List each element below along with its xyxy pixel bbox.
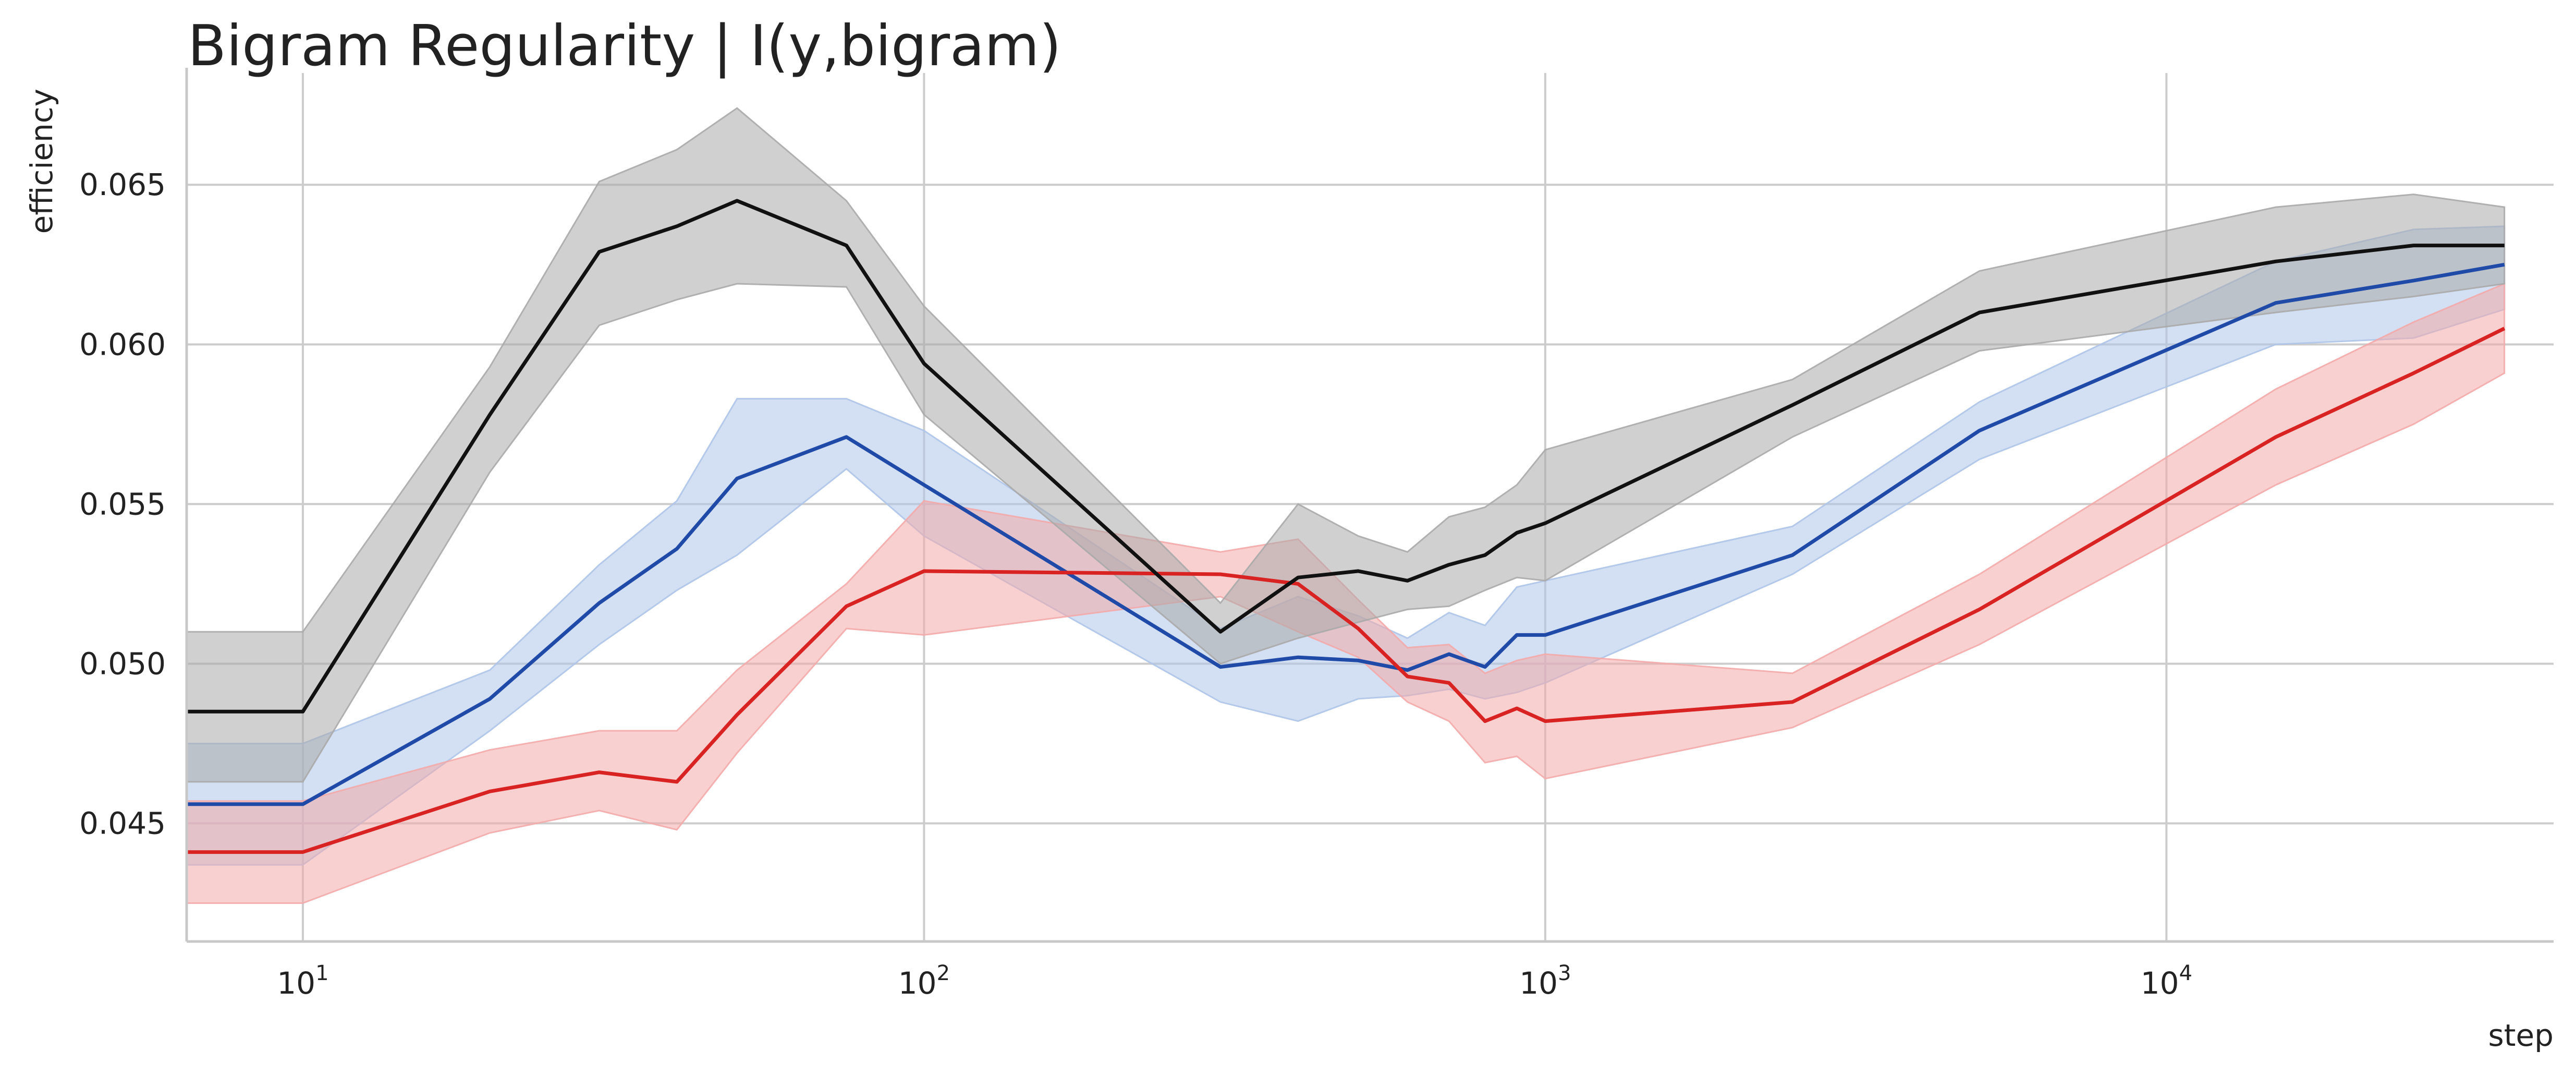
x-axis-label: step xyxy=(2488,1018,2554,1053)
black-confidence-band xyxy=(186,107,2506,783)
y-tick-label: 0.065 xyxy=(79,167,166,202)
black-series-line xyxy=(187,199,2505,714)
y-tick-label: 0.050 xyxy=(79,646,166,681)
series-lines xyxy=(187,199,2506,854)
confidence-bands xyxy=(186,107,2506,904)
y-tick-label: 0.045 xyxy=(79,806,166,841)
x-tick-label: 101 xyxy=(277,961,328,1001)
tick-labels: 0.045 0.050 0.055 0.060 0.065 101 102 103 104 xyxy=(79,167,2192,1001)
chart-title: Bigram Regularity | I(y,bigram) xyxy=(188,14,1061,79)
blue-series-line xyxy=(187,262,2505,806)
x-tick-label: 103 xyxy=(1519,961,1571,1001)
x-tick-label: 104 xyxy=(2141,961,2192,1001)
y-tick-label: 0.055 xyxy=(79,486,166,522)
red-series-line xyxy=(187,327,2506,854)
x-tick-label: 102 xyxy=(898,961,950,1001)
y-tick-label: 0.060 xyxy=(79,327,166,362)
axes xyxy=(185,68,2554,943)
y-axis-label: efficiency xyxy=(24,89,59,234)
